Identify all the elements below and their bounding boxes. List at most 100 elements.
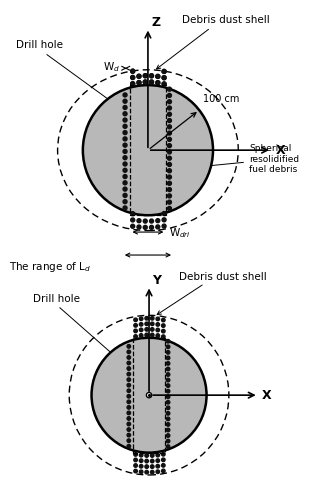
Circle shape <box>134 458 137 462</box>
Circle shape <box>166 417 170 420</box>
Circle shape <box>127 422 131 426</box>
Circle shape <box>166 362 170 365</box>
Circle shape <box>123 162 127 166</box>
Circle shape <box>131 82 135 86</box>
Circle shape <box>156 470 159 474</box>
Circle shape <box>83 85 213 215</box>
Circle shape <box>156 317 159 320</box>
Circle shape <box>131 76 135 80</box>
Circle shape <box>131 212 135 216</box>
Circle shape <box>139 322 143 326</box>
Text: Drill hole: Drill hole <box>33 294 80 304</box>
Circle shape <box>145 333 148 336</box>
Circle shape <box>166 412 170 415</box>
Circle shape <box>131 76 135 80</box>
Bar <box>133 338 165 452</box>
Circle shape <box>127 350 131 354</box>
Circle shape <box>166 400 170 404</box>
Circle shape <box>168 200 171 204</box>
Circle shape <box>123 194 127 198</box>
Circle shape <box>162 335 165 338</box>
Circle shape <box>123 137 127 141</box>
Circle shape <box>166 406 170 409</box>
Circle shape <box>156 464 159 468</box>
Circle shape <box>150 219 153 223</box>
Circle shape <box>168 188 171 192</box>
Circle shape <box>151 454 154 458</box>
Circle shape <box>166 395 170 398</box>
Circle shape <box>123 156 127 160</box>
Circle shape <box>166 440 170 443</box>
Text: X: X <box>262 388 272 402</box>
Circle shape <box>162 224 166 228</box>
Circle shape <box>143 74 147 78</box>
Circle shape <box>156 74 160 78</box>
Text: Spherical
resolidified
fuel debris: Spherical resolidified fuel debris <box>201 144 299 174</box>
Circle shape <box>168 94 171 98</box>
Circle shape <box>127 439 131 442</box>
Circle shape <box>150 226 153 230</box>
Circle shape <box>92 338 207 452</box>
Circle shape <box>168 182 171 186</box>
Circle shape <box>156 322 159 326</box>
Circle shape <box>162 330 165 333</box>
Text: Z: Z <box>152 16 161 29</box>
Circle shape <box>137 74 141 78</box>
Circle shape <box>162 82 166 86</box>
Circle shape <box>151 316 154 320</box>
Circle shape <box>127 389 131 392</box>
Text: W$_d$: W$_d$ <box>103 60 120 74</box>
Circle shape <box>123 174 127 178</box>
Circle shape <box>162 218 166 222</box>
Circle shape <box>151 333 154 336</box>
Circle shape <box>134 329 137 332</box>
Circle shape <box>166 390 170 393</box>
Circle shape <box>127 372 131 376</box>
Circle shape <box>139 328 143 332</box>
Circle shape <box>127 367 131 370</box>
Circle shape <box>150 74 153 78</box>
Circle shape <box>127 356 131 359</box>
Circle shape <box>162 82 166 86</box>
Circle shape <box>123 93 127 97</box>
Circle shape <box>123 99 127 103</box>
Circle shape <box>162 469 165 472</box>
Circle shape <box>127 411 131 414</box>
Circle shape <box>134 470 137 473</box>
Circle shape <box>168 169 171 173</box>
Circle shape <box>131 82 135 86</box>
Circle shape <box>162 70 166 73</box>
Circle shape <box>123 168 127 172</box>
Circle shape <box>127 394 131 398</box>
Circle shape <box>156 74 160 78</box>
Circle shape <box>151 470 154 474</box>
Circle shape <box>137 80 141 84</box>
Circle shape <box>127 361 131 365</box>
Circle shape <box>162 70 166 73</box>
Circle shape <box>127 378 131 382</box>
Circle shape <box>156 334 159 338</box>
Circle shape <box>150 80 153 84</box>
Circle shape <box>139 464 143 468</box>
Text: Debris dust shell: Debris dust shell <box>182 15 270 25</box>
Circle shape <box>127 428 131 432</box>
Circle shape <box>123 150 127 154</box>
Circle shape <box>123 130 127 134</box>
Circle shape <box>146 392 152 398</box>
Circle shape <box>145 322 148 326</box>
Circle shape <box>139 317 143 320</box>
Circle shape <box>137 74 141 78</box>
Circle shape <box>156 459 159 462</box>
Text: X: X <box>276 144 285 156</box>
Circle shape <box>137 225 141 229</box>
Circle shape <box>168 156 171 160</box>
Circle shape <box>166 350 170 354</box>
Circle shape <box>127 406 131 409</box>
Circle shape <box>162 318 165 322</box>
Circle shape <box>131 69 135 73</box>
Circle shape <box>166 340 170 343</box>
Circle shape <box>143 80 147 84</box>
Circle shape <box>134 324 137 327</box>
Circle shape <box>168 162 171 166</box>
Circle shape <box>166 345 170 348</box>
